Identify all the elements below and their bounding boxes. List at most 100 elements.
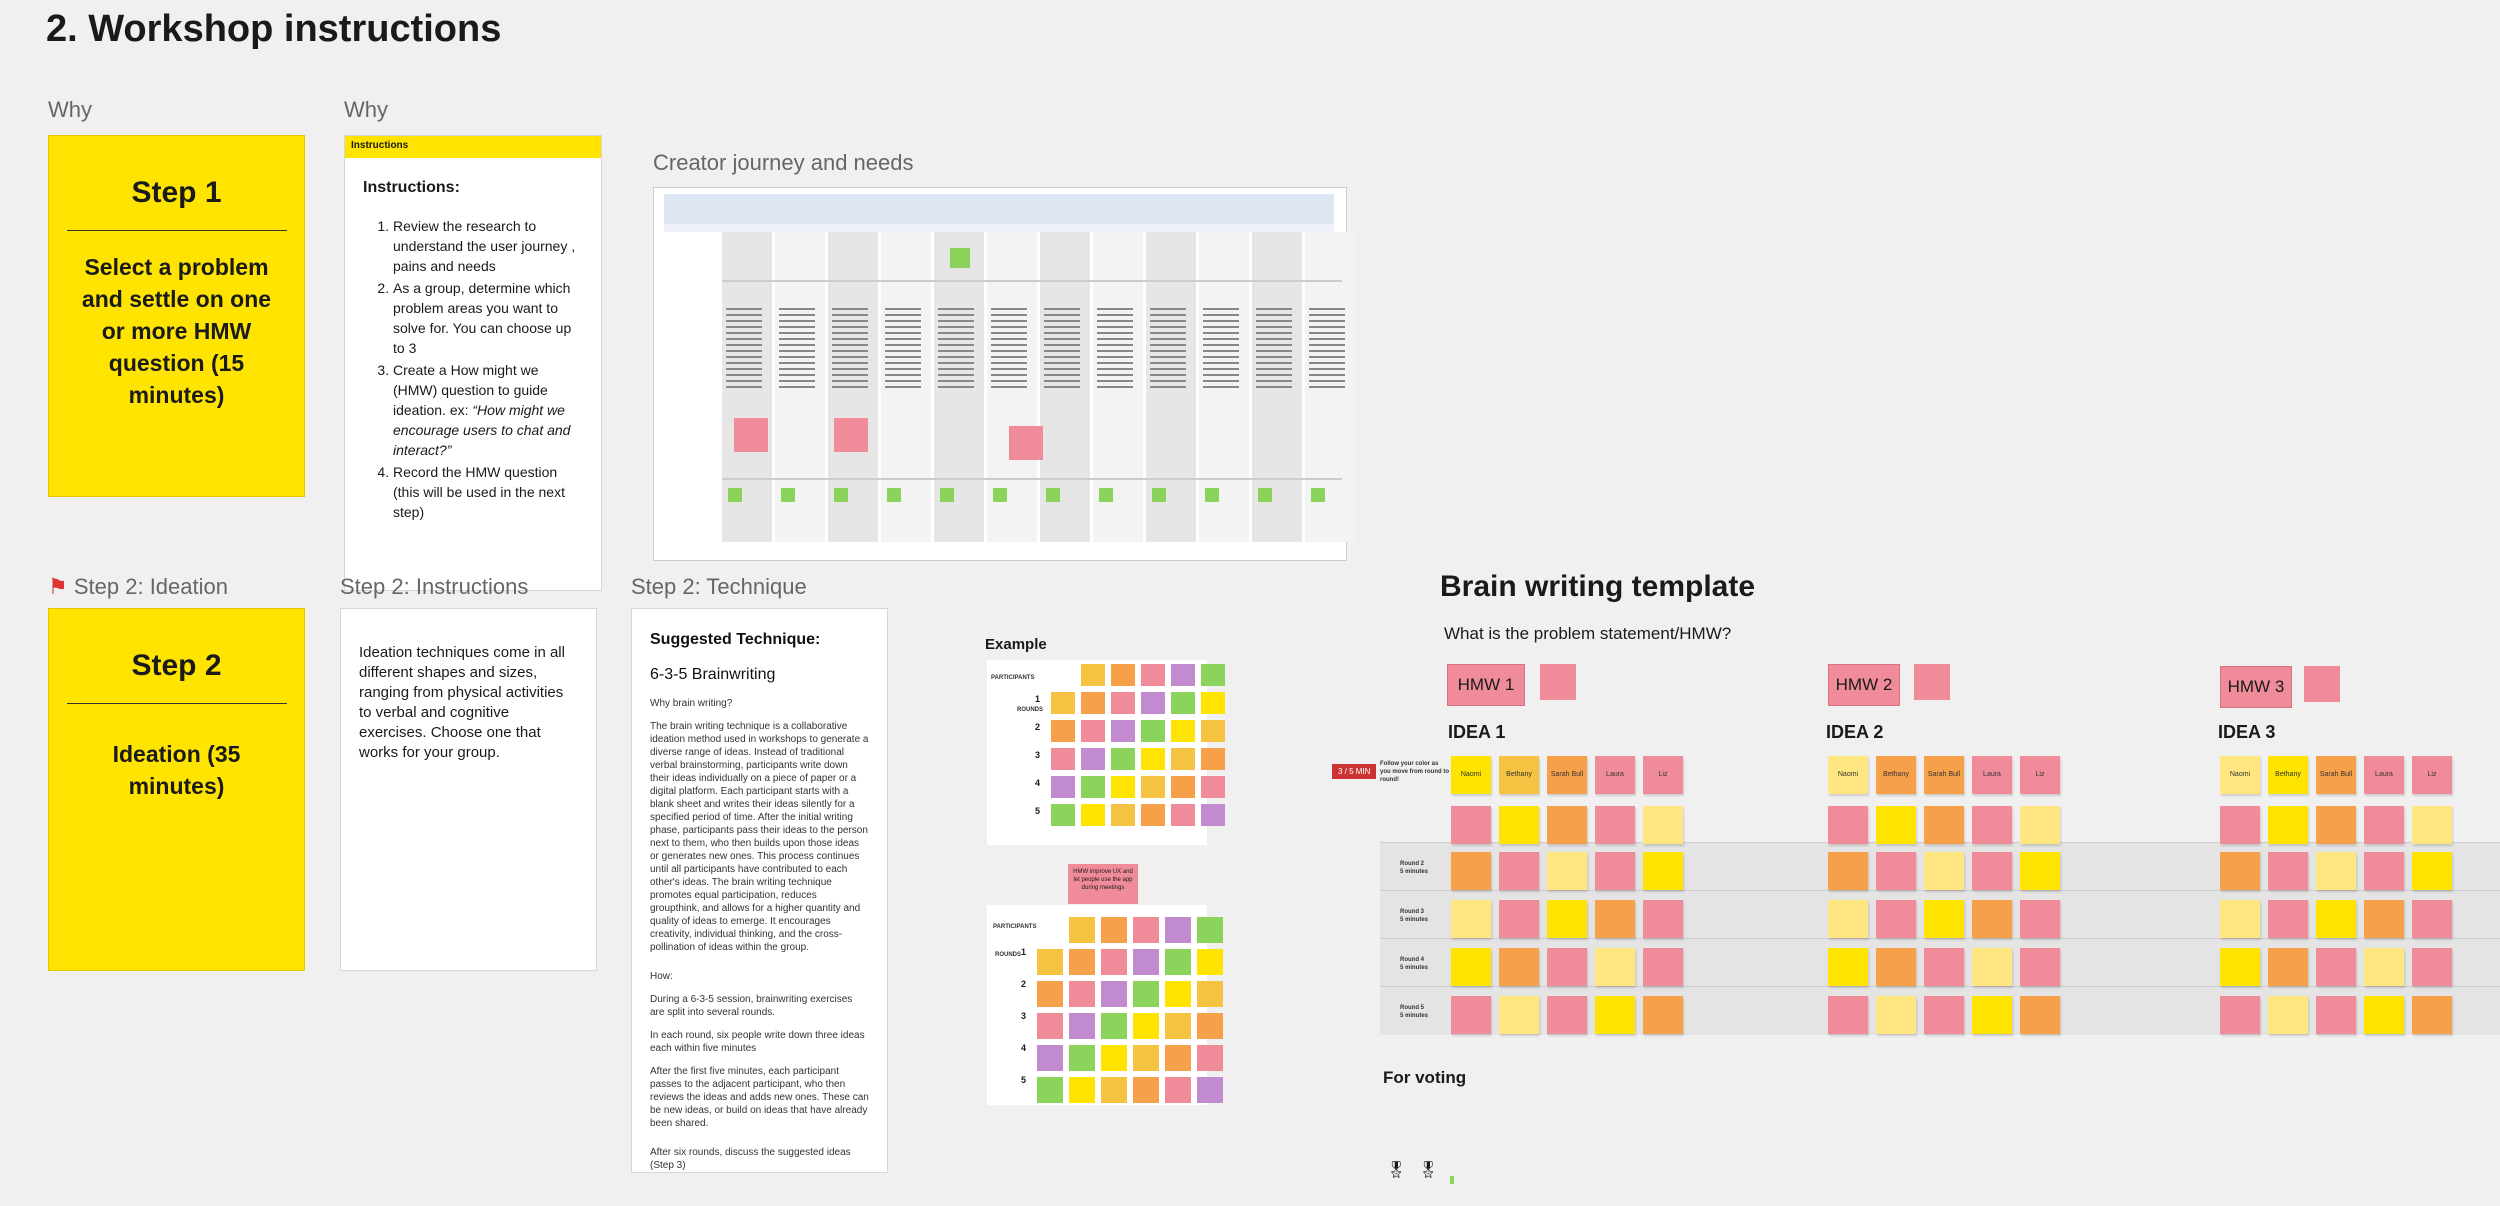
- participant-sticky[interactable]: Sarah Bull: [2316, 756, 2356, 794]
- idea-sticky[interactable]: [2316, 852, 2356, 890]
- idea-sticky[interactable]: [1451, 806, 1491, 844]
- hmw-sticky-3[interactable]: HMW 3: [2220, 666, 2292, 708]
- idea-sticky[interactable]: [2020, 900, 2060, 938]
- idea-sticky[interactable]: [1547, 996, 1587, 1034]
- creator-journey-board[interactable]: [653, 187, 1355, 561]
- idea-sticky[interactable]: [2316, 806, 2356, 844]
- idea-sticky[interactable]: [1499, 852, 1539, 890]
- idea-sticky[interactable]: [2316, 996, 2356, 1034]
- idea-sticky[interactable]: [1972, 948, 2012, 986]
- idea-sticky[interactable]: [2020, 806, 2060, 844]
- hmw-note-2[interactable]: [1914, 664, 1950, 700]
- idea-sticky[interactable]: [2316, 948, 2356, 986]
- idea-sticky[interactable]: [1499, 806, 1539, 844]
- idea-sticky[interactable]: [1924, 852, 1964, 890]
- idea-sticky[interactable]: [2268, 900, 2308, 938]
- hmw-sticky-2[interactable]: HMW 2: [1828, 664, 1900, 706]
- idea-sticky[interactable]: [1828, 996, 1868, 1034]
- idea-sticky[interactable]: [2220, 948, 2260, 986]
- example-grid-2[interactable]: PARTICIPANTS ROUNDS 1 2 3 4 5: [987, 905, 1223, 1105]
- idea-sticky[interactable]: [2268, 806, 2308, 844]
- idea-sticky[interactable]: [2316, 900, 2356, 938]
- idea-sticky[interactable]: [2220, 852, 2260, 890]
- idea-sticky[interactable]: [2268, 852, 2308, 890]
- idea-sticky[interactable]: [1643, 900, 1683, 938]
- idea-sticky[interactable]: [2364, 948, 2404, 986]
- idea-sticky[interactable]: [1451, 852, 1491, 890]
- hmw-note-1[interactable]: [1540, 664, 1576, 700]
- idea-sticky[interactable]: [1547, 806, 1587, 844]
- idea-sticky[interactable]: [1595, 996, 1635, 1034]
- step1-card[interactable]: Step 1 Select a problem and settle on on…: [48, 135, 305, 497]
- idea-sticky[interactable]: [1643, 996, 1683, 1034]
- participant-sticky[interactable]: Sarah Bull: [1924, 756, 1964, 794]
- idea-sticky[interactable]: [1876, 996, 1916, 1034]
- idea-sticky[interactable]: [2220, 996, 2260, 1034]
- idea-sticky[interactable]: [1828, 852, 1868, 890]
- instructions-card[interactable]: Instructions Instructions: Review the re…: [344, 135, 602, 591]
- idea-sticky[interactable]: [1595, 806, 1635, 844]
- idea-sticky[interactable]: [2412, 900, 2452, 938]
- idea-sticky[interactable]: [2220, 806, 2260, 844]
- participant-sticky[interactable]: Laura: [2364, 756, 2404, 794]
- idea-sticky[interactable]: [1876, 806, 1916, 844]
- idea-sticky[interactable]: [1828, 806, 1868, 844]
- participant-sticky[interactable]: Bethany: [2268, 756, 2308, 794]
- idea-sticky[interactable]: [1595, 852, 1635, 890]
- idea-sticky[interactable]: [1643, 852, 1683, 890]
- idea-sticky[interactable]: [2412, 806, 2452, 844]
- idea-sticky[interactable]: [1643, 948, 1683, 986]
- idea-sticky[interactable]: [1876, 852, 1916, 890]
- idea-sticky[interactable]: [2268, 948, 2308, 986]
- hmw-note-3[interactable]: [2304, 666, 2340, 702]
- idea-sticky[interactable]: [2364, 996, 2404, 1034]
- idea-sticky[interactable]: [1924, 900, 1964, 938]
- step2-instructions-card[interactable]: Ideation techniques come in all differen…: [340, 608, 597, 971]
- participant-sticky[interactable]: Liz: [2412, 756, 2452, 794]
- participant-sticky[interactable]: Naomi: [1828, 756, 1868, 794]
- idea-sticky[interactable]: [2220, 900, 2260, 938]
- idea-sticky[interactable]: [1924, 948, 1964, 986]
- idea-sticky[interactable]: [1451, 948, 1491, 986]
- idea-sticky[interactable]: [1972, 806, 2012, 844]
- idea-sticky[interactable]: [1924, 806, 1964, 844]
- idea-sticky[interactable]: [1876, 948, 1916, 986]
- idea-sticky[interactable]: [1499, 948, 1539, 986]
- example-grid-1[interactable]: PARTICIPANTS ROUNDS 1 2 3 4 5: [987, 660, 1225, 845]
- idea-sticky[interactable]: [1451, 900, 1491, 938]
- idea-sticky[interactable]: [1595, 948, 1635, 986]
- idea-sticky[interactable]: [1547, 900, 1587, 938]
- step2-card[interactable]: Step 2 Ideation (35 minutes): [48, 608, 305, 971]
- idea-sticky[interactable]: [2364, 852, 2404, 890]
- idea-sticky[interactable]: [1499, 900, 1539, 938]
- participant-sticky[interactable]: Naomi: [2220, 756, 2260, 794]
- idea-sticky[interactable]: [1547, 948, 1587, 986]
- idea-sticky[interactable]: [1876, 900, 1916, 938]
- vote-ribbon-icon[interactable]: 🎖: [1386, 1162, 1407, 1179]
- idea-sticky[interactable]: [1972, 900, 2012, 938]
- idea-sticky[interactable]: [1924, 996, 1964, 1034]
- idea-sticky[interactable]: [1547, 852, 1587, 890]
- idea-sticky[interactable]: [2020, 852, 2060, 890]
- participant-sticky[interactable]: Liz: [2020, 756, 2060, 794]
- idea-sticky[interactable]: [1643, 806, 1683, 844]
- hmw-sticky-1[interactable]: HMW 1: [1447, 664, 1525, 706]
- technique-card[interactable]: Suggested Technique: 6-3-5 Brainwriting …: [631, 608, 888, 1173]
- idea-sticky[interactable]: [1972, 996, 2012, 1034]
- idea-sticky[interactable]: [1595, 900, 1635, 938]
- idea-sticky[interactable]: [2020, 996, 2060, 1034]
- idea-sticky[interactable]: [2364, 900, 2404, 938]
- idea-sticky[interactable]: [2412, 996, 2452, 1034]
- idea-sticky[interactable]: [2412, 948, 2452, 986]
- participant-sticky[interactable]: Laura: [1595, 756, 1635, 794]
- idea-sticky[interactable]: [1499, 996, 1539, 1034]
- participant-sticky[interactable]: Bethany: [1876, 756, 1916, 794]
- idea-sticky[interactable]: [2268, 996, 2308, 1034]
- idea-sticky[interactable]: [2364, 806, 2404, 844]
- participant-sticky[interactable]: Laura: [1972, 756, 2012, 794]
- idea-sticky[interactable]: [2020, 948, 2060, 986]
- participant-sticky[interactable]: Bethany: [1499, 756, 1539, 794]
- vote-ribbon-icon[interactable]: 🎖: [1418, 1162, 1439, 1179]
- participant-sticky[interactable]: Liz: [1643, 756, 1683, 794]
- idea-sticky[interactable]: [1451, 996, 1491, 1034]
